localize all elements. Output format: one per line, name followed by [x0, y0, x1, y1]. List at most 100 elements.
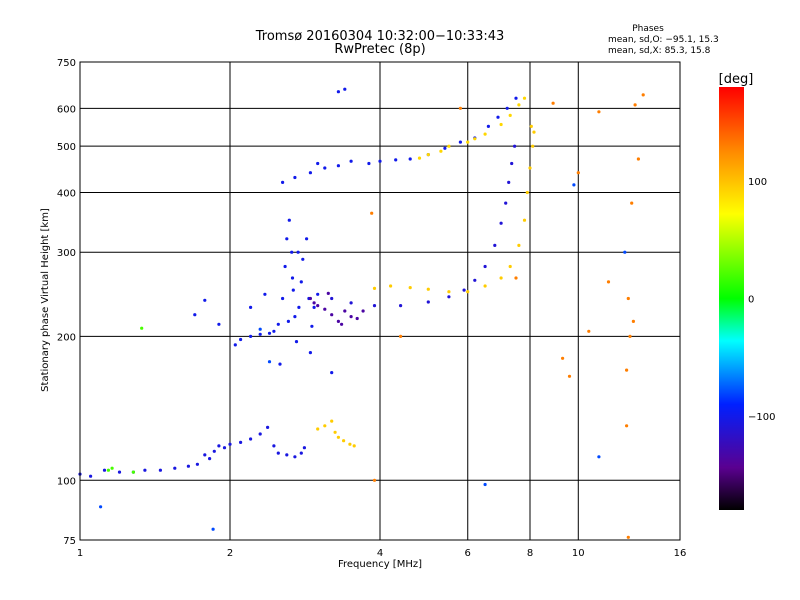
data-point [342, 439, 346, 443]
data-point [208, 457, 212, 461]
data-point [323, 424, 327, 428]
data-point [623, 250, 627, 254]
data-point [372, 286, 377, 290]
data-point [513, 144, 517, 148]
data-point [285, 453, 289, 457]
data-point [195, 462, 199, 466]
data-point [636, 157, 641, 161]
data-point [625, 424, 629, 428]
series-group [193, 218, 334, 375]
data-point [283, 264, 287, 269]
data-point [514, 276, 518, 280]
y-tick-label: 400 [57, 188, 76, 199]
data-point [263, 292, 267, 296]
series-group [417, 96, 527, 160]
data-point [486, 124, 490, 128]
series-group [78, 425, 306, 478]
data-point [426, 300, 430, 304]
data-point [394, 158, 398, 162]
data-point [296, 250, 300, 254]
data-point [483, 264, 487, 269]
data-point [286, 319, 290, 323]
grid-lines [80, 62, 680, 540]
series-group [316, 419, 356, 448]
data-point [626, 535, 630, 539]
data-point [278, 362, 282, 366]
data-point [517, 103, 521, 107]
data-point [316, 292, 320, 296]
data-point [297, 305, 301, 309]
data-point [302, 446, 306, 450]
y-axis: 75 100 200 300 400 500 600 750 [57, 58, 76, 547]
data-point [597, 110, 601, 114]
data-point [473, 137, 477, 141]
data-point [249, 437, 253, 441]
data-point [106, 468, 110, 472]
series-group [330, 144, 517, 308]
data-point [522, 218, 527, 222]
x-tick-label: 2 [227, 548, 233, 559]
data-points [78, 87, 645, 539]
data-point [447, 144, 451, 148]
data-point [266, 425, 270, 429]
data-point [222, 446, 227, 450]
data-point [462, 288, 466, 292]
data-point [99, 505, 103, 509]
data-point [267, 331, 272, 335]
x-tick-label: 4 [377, 548, 383, 559]
data-point [443, 146, 447, 150]
data-point [330, 419, 334, 423]
data-point [531, 144, 535, 148]
data-point [291, 288, 295, 292]
data-point [633, 103, 637, 107]
data-point [576, 171, 580, 175]
data-point [525, 190, 529, 195]
chart-subtitle: RwPretec (8p) [334, 42, 425, 57]
data-point [217, 322, 221, 326]
data-point [158, 468, 162, 472]
data-point [336, 319, 340, 323]
data-point [493, 243, 497, 247]
plot-frame [79, 61, 681, 541]
data-point [193, 313, 197, 317]
data-point [305, 237, 309, 241]
data-point [140, 326, 144, 330]
data-point [349, 315, 353, 319]
data-point [630, 201, 634, 205]
data-point [258, 327, 262, 331]
stats-o-mode: mean, sd,O: −95.1, 15.3 [608, 35, 719, 45]
data-point [631, 319, 636, 323]
data-point [352, 444, 356, 448]
data-point [310, 324, 314, 328]
series-group [370, 93, 645, 539]
series-group [99, 183, 627, 531]
colorbar [719, 87, 744, 510]
x-tick-label: 1 [77, 548, 83, 559]
data-point [330, 313, 334, 317]
data-point [514, 96, 518, 100]
data-point [483, 284, 487, 288]
colorbar-tick-label: −100 [748, 412, 775, 423]
data-point [508, 264, 512, 269]
data-point [372, 304, 377, 308]
data-point [340, 322, 344, 326]
data-point [117, 470, 122, 474]
data-point [276, 322, 280, 326]
data-point [439, 149, 443, 153]
data-point [186, 464, 190, 468]
data-point [336, 435, 340, 439]
series-group [281, 87, 518, 184]
data-point [285, 237, 289, 241]
data-point [499, 122, 503, 127]
data-point [323, 166, 327, 170]
data-point [336, 164, 340, 168]
data-point [287, 218, 291, 222]
y-axis-label: Stationary phase Virtual Height [km] [40, 208, 51, 392]
data-point [597, 455, 601, 459]
data-point [299, 280, 303, 284]
data-point [528, 166, 532, 170]
data-point [529, 124, 533, 128]
data-point [217, 444, 221, 448]
data-point [312, 305, 316, 309]
